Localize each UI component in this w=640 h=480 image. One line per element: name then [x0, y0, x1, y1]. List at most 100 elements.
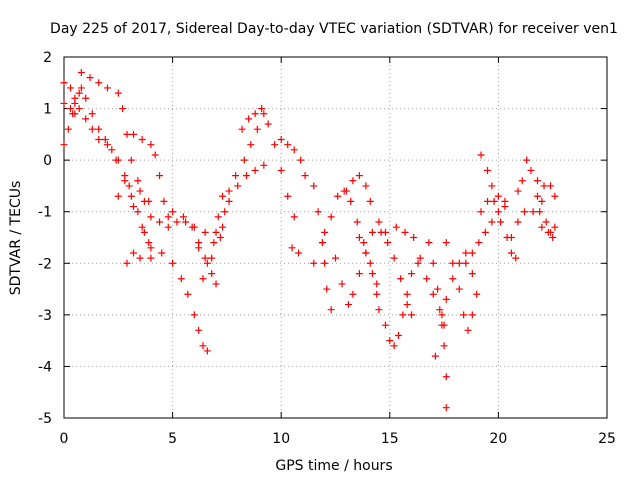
series-track-2	[60, 79, 155, 252]
data-point	[288, 244, 296, 252]
data-point	[169, 259, 177, 267]
data-point	[355, 234, 363, 241]
data-point	[60, 79, 68, 87]
data-point	[60, 99, 68, 107]
data-point	[384, 239, 392, 247]
data-point	[147, 141, 155, 149]
x-tick-label: 0	[60, 431, 69, 447]
data-point	[301, 172, 309, 180]
data-point	[134, 208, 142, 216]
data-point	[390, 342, 398, 350]
data-point	[423, 275, 431, 283]
data-point	[349, 177, 357, 185]
data-point	[201, 228, 209, 236]
data-point	[212, 280, 220, 288]
data-point	[125, 182, 133, 190]
data-point	[119, 105, 127, 113]
data-point	[95, 79, 103, 87]
data-point	[75, 89, 83, 97]
data-point	[529, 208, 537, 216]
data-point	[523, 156, 531, 164]
data-point	[156, 172, 164, 180]
data-point	[75, 105, 83, 113]
data-point	[462, 249, 470, 257]
data-point	[501, 203, 509, 211]
data-point	[277, 166, 285, 174]
data-point	[473, 290, 481, 298]
data-point	[290, 146, 298, 154]
data-point	[260, 110, 268, 118]
data-point	[210, 239, 218, 247]
data-point	[332, 254, 339, 262]
data-point	[373, 280, 381, 288]
data-point	[449, 275, 457, 283]
data-point	[536, 208, 544, 216]
data-point	[103, 84, 111, 92]
y-tick-label: 0	[43, 153, 52, 169]
data-point	[355, 172, 363, 180]
series-track-23	[425, 239, 450, 412]
data-point	[355, 270, 363, 278]
data-point	[67, 84, 75, 92]
data-point	[264, 120, 272, 128]
series-track-4	[77, 68, 227, 236]
data-point	[184, 290, 192, 298]
data-point	[390, 254, 398, 262]
data-point	[138, 136, 146, 144]
series-track-14	[288, 244, 303, 257]
data-point	[455, 285, 463, 293]
data-point	[349, 290, 357, 298]
series-track-3	[60, 99, 79, 118]
data-point	[158, 249, 166, 257]
data-point	[123, 130, 131, 138]
data-point	[386, 337, 394, 345]
y-tick-label: -3	[38, 308, 52, 324]
data-point	[321, 228, 329, 236]
data-point	[103, 141, 111, 149]
data-point	[442, 239, 450, 247]
data-point	[338, 280, 346, 288]
data-point	[258, 105, 266, 113]
data-point	[397, 275, 405, 283]
data-point	[199, 275, 207, 283]
data-point	[318, 239, 326, 247]
data-point	[88, 125, 96, 133]
data-point	[203, 259, 211, 267]
data-point	[368, 228, 376, 236]
data-point	[190, 311, 198, 319]
data-point	[410, 234, 418, 241]
data-point	[327, 213, 335, 221]
data-point	[362, 182, 370, 190]
x-tick-label: 10	[272, 431, 290, 447]
data-point	[514, 218, 522, 226]
x-tick-label: 5	[168, 431, 177, 447]
series-track-18	[342, 172, 374, 205]
series-track-16	[310, 187, 381, 288]
data-point	[212, 228, 220, 236]
series-track-5	[77, 84, 153, 247]
data-point	[160, 197, 168, 205]
data-point	[484, 166, 492, 174]
data-point	[468, 270, 476, 278]
data-point	[297, 156, 305, 164]
data-point	[182, 218, 190, 226]
data-point	[310, 259, 318, 267]
data-point	[101, 136, 109, 144]
data-point	[140, 228, 148, 236]
data-point	[179, 213, 187, 221]
series-track-32	[538, 223, 557, 241]
data-point	[136, 187, 144, 195]
data-point	[477, 151, 485, 159]
data-point	[145, 197, 153, 205]
data-point	[468, 249, 476, 257]
data-point	[538, 223, 546, 231]
data-point	[77, 68, 85, 76]
data-point	[225, 197, 233, 205]
data-point	[494, 208, 502, 216]
y-tick-label: -5	[38, 411, 52, 427]
y-tick-label: 2	[43, 50, 52, 66]
data-point	[431, 352, 439, 360]
data-point	[151, 151, 159, 159]
data-point	[95, 125, 103, 133]
data-point	[127, 156, 135, 164]
